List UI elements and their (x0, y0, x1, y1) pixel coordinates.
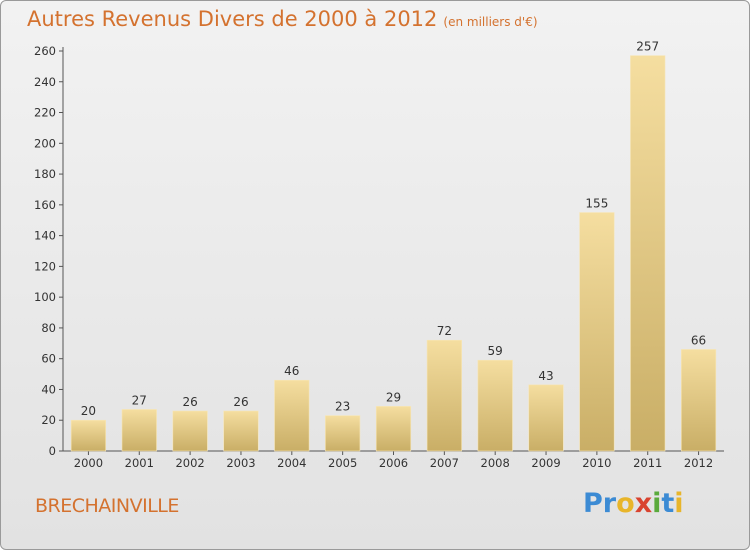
x-tick-label: 2002 (175, 456, 204, 470)
x-tick-label: 2012 (684, 456, 713, 470)
y-tick-label: 120 (34, 259, 56, 273)
chart-subtitle: (en milliers d'€) (443, 15, 538, 29)
y-tick-label: 60 (41, 352, 56, 366)
bar (274, 379, 310, 452)
data-label: 46 (284, 364, 299, 378)
chart-title: Autres Revenus Divers de 2000 à 2012 (en … (27, 7, 538, 31)
bar (477, 359, 513, 452)
x-tick-label: 2008 (481, 456, 510, 470)
y-tick-label: 200 (34, 136, 56, 150)
x-tick-label: 2001 (125, 456, 154, 470)
bar (172, 410, 208, 452)
y-tick-label: 80 (41, 321, 56, 335)
chart-title-text: Autres Revenus Divers de 2000 à 2012 (27, 7, 438, 31)
y-tick-label: 240 (34, 75, 56, 89)
bar (70, 419, 107, 452)
x-tick-label: 2009 (531, 456, 560, 470)
data-label: 27 (132, 393, 147, 407)
bar (223, 410, 259, 452)
y-tick-label: 140 (34, 229, 56, 243)
location-name: BRECHAINVILLE (35, 495, 179, 517)
data-label: 23 (335, 400, 350, 414)
data-label: 29 (386, 390, 401, 404)
logo-letter: x (634, 488, 653, 519)
logo-letter: t (661, 488, 675, 519)
data-label: 59 (488, 344, 503, 358)
logo-letter: i (652, 488, 662, 519)
logo-letter: o (616, 488, 635, 519)
y-tick-label: 220 (34, 106, 56, 120)
x-tick-label: 2004 (277, 456, 306, 470)
data-label: 257 (636, 40, 659, 54)
data-label: 66 (691, 333, 706, 347)
bar (528, 384, 564, 452)
x-tick-label: 2006 (379, 456, 408, 470)
y-tick-label: 180 (34, 167, 56, 181)
bar (375, 406, 412, 452)
proxiti-logo[interactable]: Proxiti (583, 488, 684, 519)
x-tick-label: 2000 (74, 456, 103, 470)
x-tick-label: 2005 (328, 456, 357, 470)
x-tick-label: 2011 (633, 456, 662, 470)
y-tick-label: 40 (41, 382, 56, 396)
y-tick-label: 100 (34, 290, 56, 304)
x-tick-label: 2010 (582, 456, 611, 470)
bar (680, 349, 717, 452)
data-label: 155 (585, 197, 608, 211)
y-tick-label: 0 (49, 444, 56, 458)
logo-letter: P (583, 488, 603, 519)
data-label: 20 (81, 404, 96, 418)
bar (121, 409, 157, 452)
data-label: 43 (538, 369, 553, 383)
data-label: 26 (182, 395, 197, 409)
y-tick-label: 260 (34, 44, 56, 58)
data-label: 26 (233, 395, 248, 409)
logo-letter: r (602, 488, 617, 519)
x-tick-label: 2007 (430, 456, 459, 470)
data-label: 72 (437, 324, 452, 338)
y-tick-label: 20 (41, 413, 56, 427)
x-tick-label: 2003 (226, 456, 255, 470)
bar (630, 55, 666, 452)
bar (579, 212, 615, 452)
y-tick-label: 160 (34, 198, 56, 212)
logo-letter: i (674, 488, 684, 519)
bar (325, 415, 361, 452)
bar (426, 339, 462, 452)
